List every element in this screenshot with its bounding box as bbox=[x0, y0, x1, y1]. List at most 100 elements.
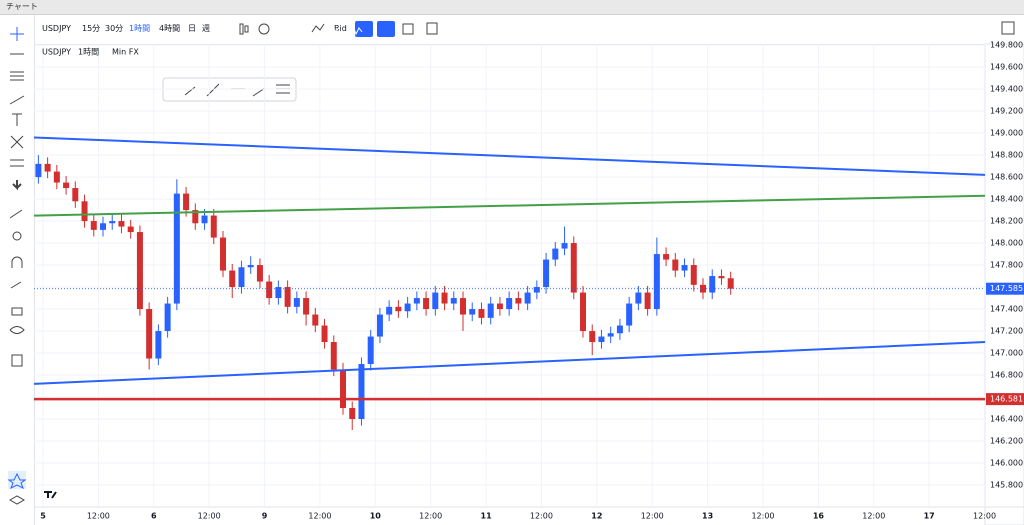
legend-symbol: USDJPY bbox=[42, 48, 71, 57]
y-tick-label: 148.200 bbox=[990, 217, 1023, 226]
y-tick-label: 147.400 bbox=[990, 305, 1023, 314]
price-type-button[interactable]: Bid bbox=[334, 24, 347, 33]
candle-body bbox=[478, 309, 485, 318]
candle-body bbox=[543, 259, 550, 288]
candle-body bbox=[256, 265, 263, 282]
candle-body bbox=[155, 331, 162, 359]
candle-body bbox=[358, 364, 365, 420]
candle-body bbox=[506, 298, 513, 310]
candle-body bbox=[515, 298, 522, 304]
x-tick-label: 5 bbox=[40, 512, 46, 521]
candle-body bbox=[469, 309, 476, 315]
candle-body bbox=[487, 303, 494, 318]
y-tick-label: 146.400 bbox=[990, 415, 1023, 424]
candle-body bbox=[644, 292, 651, 310]
y-tick-label: 148.000 bbox=[990, 239, 1023, 248]
candle-body bbox=[284, 287, 291, 307]
candle-body bbox=[607, 333, 614, 337]
y-tick-label: 145.800 bbox=[990, 481, 1023, 490]
candle-body bbox=[247, 265, 254, 268]
candle-body bbox=[589, 331, 596, 343]
candle-body bbox=[229, 270, 236, 288]
y-tick-label: 147.600 bbox=[990, 283, 1023, 292]
candle-body bbox=[173, 193, 180, 304]
candle-body bbox=[349, 408, 356, 420]
candle-body bbox=[81, 201, 88, 222]
y-tick-label: 146.600 bbox=[990, 393, 1023, 402]
candle-body bbox=[663, 254, 670, 260]
left-toolbar bbox=[0, 15, 35, 525]
candle-body bbox=[266, 281, 273, 299]
candle-body bbox=[635, 292, 642, 304]
candle-body bbox=[238, 267, 245, 288]
window-title-bar: チャート bbox=[0, 0, 1024, 15]
interval-button[interactable]: 4時間 bbox=[159, 24, 181, 33]
x-tick-label: 6 bbox=[151, 512, 157, 521]
x-tick-label: 12:00 bbox=[87, 512, 110, 521]
candle-body bbox=[303, 298, 310, 315]
candle-body bbox=[118, 221, 125, 227]
candle-body bbox=[109, 221, 116, 224]
x-tick-label: 12:00 bbox=[641, 512, 664, 521]
interval-button[interactable]: 30分 bbox=[105, 24, 124, 33]
y-tick-label: 149.400 bbox=[990, 85, 1023, 94]
candle-body bbox=[404, 303, 411, 312]
legend-interval: 1時間 bbox=[78, 48, 99, 57]
candle-body bbox=[441, 292, 448, 304]
x-tick-label: 10 bbox=[370, 512, 382, 521]
x-tick-label: 13 bbox=[702, 512, 713, 521]
candle-body bbox=[460, 298, 466, 315]
candle-body bbox=[136, 232, 143, 310]
candle-body bbox=[192, 210, 199, 224]
symbol-button[interactable]: USDJPY bbox=[42, 24, 71, 33]
candle-body bbox=[690, 265, 697, 285]
trend-line bbox=[33, 341, 986, 385]
candle-body bbox=[367, 336, 374, 365]
candle-body bbox=[210, 215, 217, 238]
candle-body bbox=[183, 193, 190, 211]
window-title: チャート bbox=[6, 2, 38, 11]
candle-body bbox=[90, 221, 97, 230]
current-price-label: 147.585 bbox=[990, 284, 1023, 293]
candle-body bbox=[561, 243, 568, 249]
price-axis bbox=[984, 43, 1024, 525]
candle-body bbox=[681, 265, 688, 271]
y-tick-label: 149.000 bbox=[990, 129, 1023, 138]
indicator-button[interactable] bbox=[377, 21, 395, 37]
candle-body bbox=[63, 182, 70, 189]
x-tick-label: 12:00 bbox=[751, 512, 774, 521]
interval-button[interactable]: 1時間 bbox=[129, 24, 151, 33]
interval-button[interactable]: 日 bbox=[188, 24, 196, 33]
y-tick-label: 148.400 bbox=[990, 195, 1023, 204]
trend-line bbox=[33, 136, 986, 176]
candle-body bbox=[709, 276, 716, 293]
candle-body bbox=[533, 287, 540, 293]
candle-body bbox=[580, 292, 586, 332]
x-tick-label: 12:00 bbox=[530, 512, 553, 521]
x-tick-label: 9 bbox=[262, 512, 268, 521]
legend-source: Min FX bbox=[112, 48, 139, 57]
interval-button[interactable]: 15分 bbox=[82, 24, 101, 33]
candle-body bbox=[718, 276, 725, 279]
x-tick-label: 11 bbox=[481, 512, 493, 521]
x-tick-label: 12:00 bbox=[419, 512, 442, 521]
y-tick-label: 147.000 bbox=[990, 349, 1023, 358]
interval-button[interactable]: 週 bbox=[202, 24, 210, 33]
candle-body bbox=[146, 309, 153, 359]
trend-line bbox=[33, 194, 986, 217]
candle-body bbox=[340, 369, 346, 409]
candle-body bbox=[653, 254, 660, 310]
candle-body bbox=[376, 314, 383, 337]
y-tick-label: 149.200 bbox=[990, 107, 1023, 116]
candle-body bbox=[413, 298, 420, 304]
candle-body bbox=[552, 248, 559, 260]
price-label-box bbox=[986, 393, 1024, 406]
candle-body bbox=[312, 314, 319, 326]
candle-body bbox=[293, 298, 300, 307]
candle-body bbox=[220, 237, 226, 271]
price-label: 146.581 bbox=[990, 395, 1023, 404]
y-tick-label: 146.000 bbox=[990, 459, 1023, 468]
candle-body bbox=[626, 303, 633, 326]
line-chart-button[interactable] bbox=[355, 21, 373, 37]
